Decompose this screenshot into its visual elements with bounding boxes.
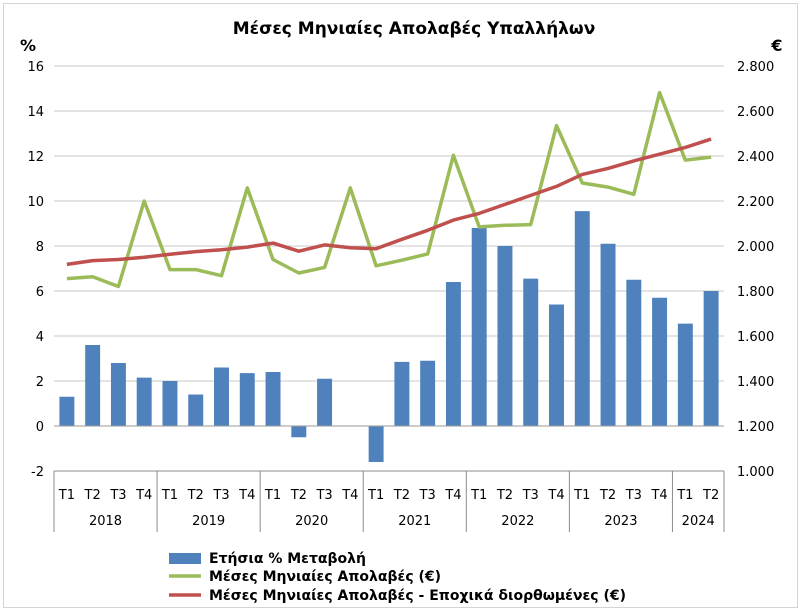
legend-swatch (169, 553, 201, 564)
bar (420, 360, 436, 426)
seasonally-adjusted-line (66, 137, 712, 267)
left-tick-label: 8 (36, 240, 44, 255)
quarter-label: Τ4 (341, 488, 358, 503)
left-tick-label: 14 (27, 105, 44, 120)
year-label: 2021 (398, 514, 431, 529)
left-tick-label: 10 (27, 195, 44, 210)
legend-entry: Ετήσια % Μεταβολή (209, 551, 366, 567)
legend-entry: Μέσες Μηνιαίες Απολαβές (€) (209, 569, 441, 585)
bar (677, 323, 693, 426)
right-tick-label: 1.800 (737, 285, 774, 300)
bar (394, 361, 410, 426)
right-tick-label: 2.600 (737, 105, 774, 120)
left-tick-label: 0 (36, 420, 44, 435)
bar (265, 372, 281, 426)
bar (703, 291, 719, 426)
quarter-label: Τ4 (238, 488, 255, 503)
right-tick-label: 1.600 (737, 330, 774, 345)
axes: -2 0 2 4 6 8 10 12 14 16 1.000 1.200 1.400 1.600 1.800… (27, 60, 774, 532)
quarter-label: Τ3 (315, 488, 332, 503)
bar (600, 243, 616, 426)
quarter-label: Τ3 (212, 488, 229, 503)
year-label: 2024 (682, 514, 715, 529)
bar (162, 381, 178, 426)
chart-svg: Μέσες Μηνιαίες Απολαβές Υπαλλήλων % € -2… (20, 19, 783, 604)
quarter-label: Τ2 (496, 488, 513, 503)
bar (239, 373, 255, 426)
quarter-label: Τ4 (135, 488, 152, 503)
right-tick-label: 1.200 (737, 420, 774, 435)
left-tick-label: 12 (27, 150, 44, 165)
quarter-label: Τ1 (58, 488, 75, 503)
bar (497, 246, 513, 426)
earnings-line (66, 90, 712, 289)
right-tick-label: 2.400 (737, 150, 774, 165)
bar (214, 367, 229, 426)
year-label: 2019 (192, 514, 225, 529)
right-tick-label: 2.200 (737, 195, 774, 210)
year-label: 2020 (295, 514, 328, 529)
quarter-label: Τ3 (109, 488, 126, 503)
bar (85, 345, 101, 426)
bar (188, 394, 204, 426)
quarter-label: Τ1 (573, 488, 590, 503)
quarter-label: Τ4 (547, 488, 564, 503)
bar (445, 282, 461, 426)
bar (652, 297, 668, 426)
gridlines (54, 65, 724, 472)
quarter-label: Τ1 (367, 488, 384, 503)
chart-title: Μέσες Μηνιαίες Απολαβές Υπαλλήλων (233, 19, 596, 39)
quarter-label: Τ2 (84, 488, 101, 503)
right-tick-label: 1.000 (737, 465, 774, 480)
left-axis-unit: % (20, 36, 36, 55)
left-tick-label: -2 (31, 465, 44, 480)
left-tick-label: 6 (36, 285, 44, 300)
left-tick-label: 2 (36, 375, 44, 390)
bar (136, 377, 152, 426)
legend: Ετήσια % Μεταβολή Μέσες Μηνιαίες Απολαβές… (169, 551, 626, 604)
line-series (66, 90, 712, 289)
bar (110, 363, 126, 426)
bar (471, 228, 487, 426)
quarter-label: Τ2 (290, 488, 307, 503)
right-tick-label: 2.800 (737, 60, 774, 75)
year-label: 2022 (501, 514, 534, 529)
year-label: 2023 (604, 514, 637, 529)
quarter-label: Τ4 (444, 488, 461, 503)
bar (574, 211, 590, 426)
quarter-label: Τ2 (702, 488, 719, 503)
quarter-label: Τ3 (522, 488, 539, 503)
bar (626, 279, 642, 426)
bar (523, 278, 539, 426)
right-axis-unit: € (770, 36, 782, 55)
quarter-label: Τ1 (161, 488, 178, 503)
right-tick-label: 2.000 (737, 240, 774, 255)
bar (291, 426, 307, 438)
quarter-label: Τ1 (470, 488, 487, 503)
legend-entry: Μέσες Μηνιαίες Απολαβές - Εποχικά διορθω… (209, 588, 626, 604)
quarter-label: Τ2 (599, 488, 616, 503)
chart-frame: Μέσες Μηνιαίες Απολαβές Υπαλλήλων % € -2… (3, 3, 798, 608)
quarter-label: Τ2 (393, 488, 410, 503)
right-tick-label: 1.400 (737, 375, 774, 390)
bar (549, 304, 564, 426)
bar (368, 426, 384, 462)
quarter-label: Τ4 (650, 488, 667, 503)
bar (317, 378, 333, 426)
quarter-label: Τ1 (264, 488, 281, 503)
left-tick-label: 4 (36, 330, 44, 345)
quarter-label: Τ3 (625, 488, 642, 503)
quarter-label: Τ1 (676, 488, 693, 503)
quarter-label: Τ2 (187, 488, 204, 503)
bar (59, 396, 75, 426)
left-tick-label: 16 (27, 60, 44, 75)
bar-series (59, 211, 719, 462)
quarter-label: Τ3 (419, 488, 436, 503)
year-label: 2018 (89, 514, 122, 529)
